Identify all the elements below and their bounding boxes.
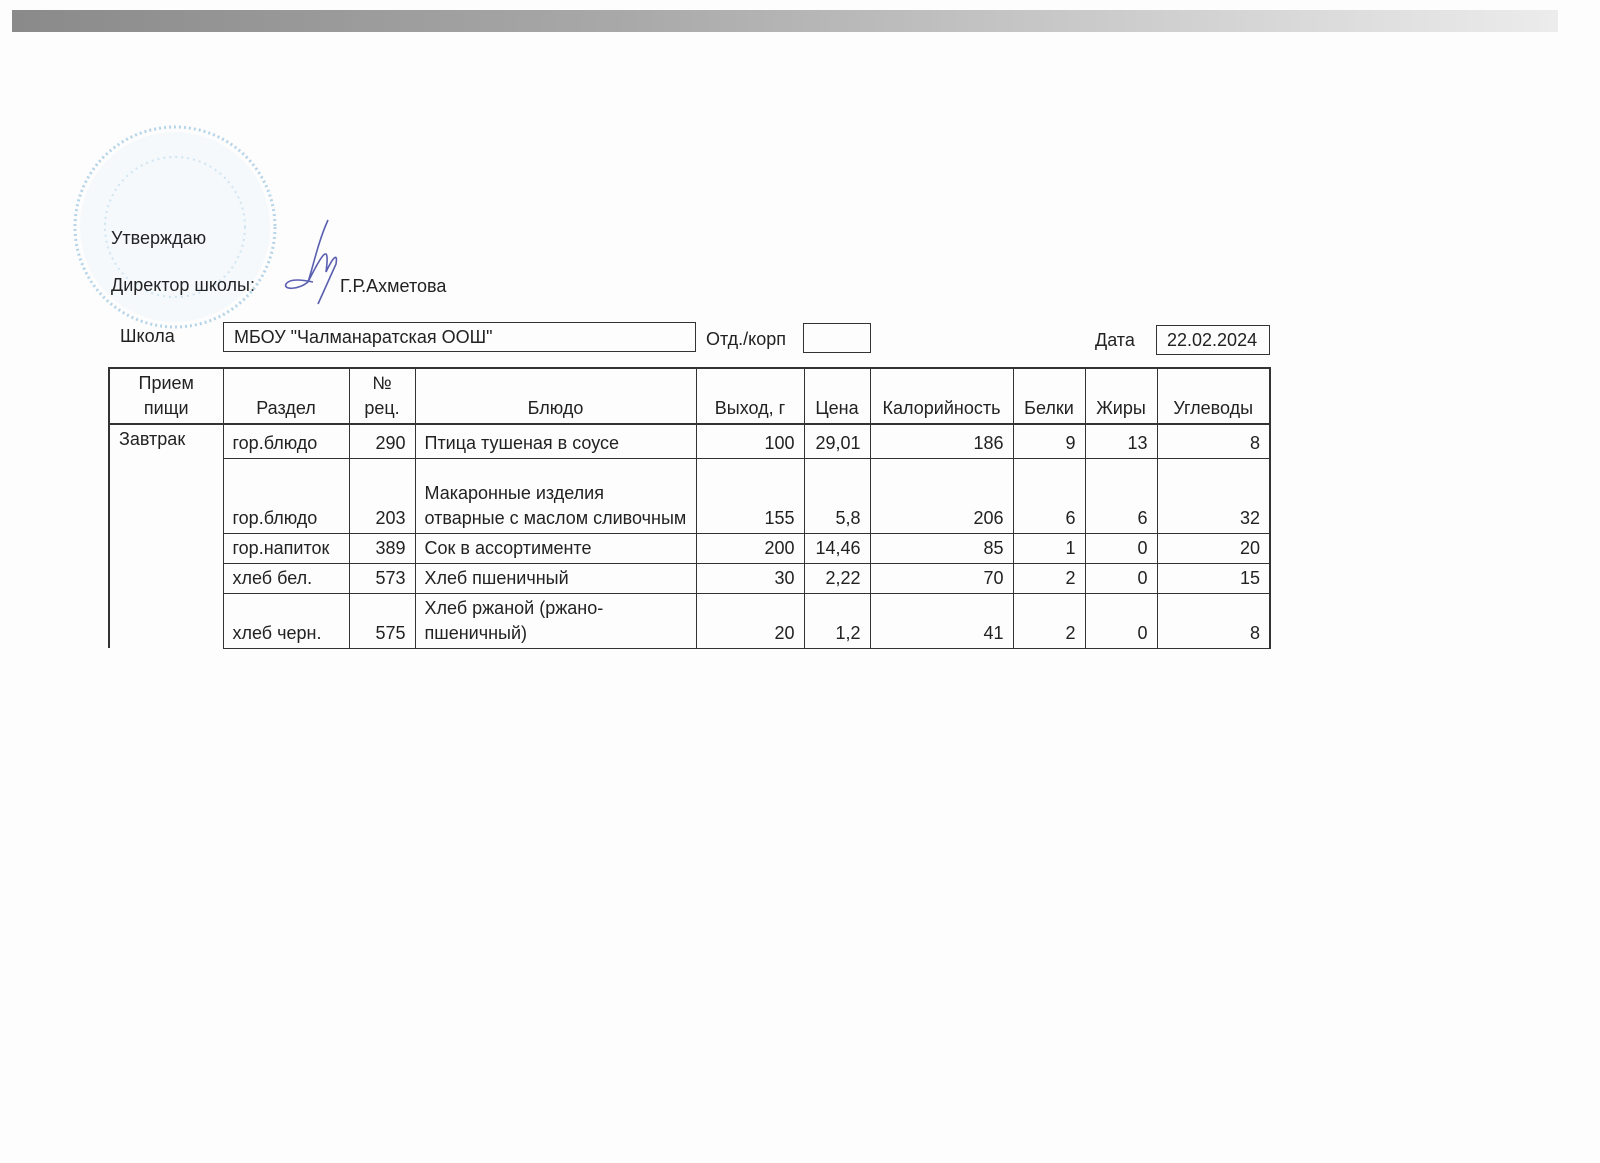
header-dish: Блюдо <box>414 367 697 425</box>
dish-cell: Хлеб ржаной (ржано-пшеничный) <box>414 592 697 649</box>
scan-edge-bar <box>12 10 1558 32</box>
section-cell: гор.напиток <box>222 532 350 564</box>
dept-field[interactable] <box>803 323 871 353</box>
header-carbs: Углеводы <box>1156 367 1271 425</box>
section-cell: хлеб черн. <box>222 592 350 649</box>
dish-cell: Птица тушеная в соусе <box>414 423 697 459</box>
school-field[interactable]: МБОУ "Чалманаратская ООШ" <box>223 322 696 352</box>
header-section: Раздел <box>222 367 350 425</box>
calories-cell: 85 <box>869 532 1014 564</box>
fat-cell: 13 <box>1084 423 1158 459</box>
yield-cell: 20 <box>695 592 805 649</box>
protein-cell: 6 <box>1012 457 1086 534</box>
carbs-cell: 8 <box>1156 592 1271 649</box>
fat-cell: 0 <box>1084 532 1158 564</box>
director-name: Г.Р.Ахметова <box>340 276 447 296</box>
header-price: Цена <box>803 367 871 425</box>
section-cell: гор.блюдо <box>222 423 350 459</box>
table-header-row: Прием пищи Раздел № рец. Блюдо Выход, г … <box>108 367 1271 425</box>
dish-cell: Сок в ассортименте <box>414 532 697 564</box>
dish-cell: Хлеб пшеничный <box>414 562 697 594</box>
protein-cell: 2 <box>1012 562 1086 594</box>
carbs-cell: 32 <box>1156 457 1271 534</box>
section-cell: хлеб бел. <box>222 562 350 594</box>
protein-cell: 9 <box>1012 423 1086 459</box>
director-label: Директор школы: <box>111 275 255 295</box>
table-row: Завтрак гор.блюдо 290 Птица тушеная в со… <box>108 423 1271 648</box>
table-row: гор.блюдо 203 Макаронные изделия отварны… <box>109 457 1271 534</box>
section-cell: гор.блюдо <box>222 457 350 534</box>
recipe-cell: 575 <box>348 592 416 649</box>
recipe-cell: 290 <box>348 423 416 459</box>
price-cell: 1,2 <box>803 592 871 649</box>
menu-table: Прием пищи Раздел № рец. Блюдо Выход, г … <box>108 367 1271 649</box>
yield-cell: 200 <box>695 532 805 564</box>
recipe-cell: 203 <box>348 457 416 534</box>
protein-cell: 1 <box>1012 532 1086 564</box>
carbs-cell: 15 <box>1156 562 1271 594</box>
protein-cell: 2 <box>1012 592 1086 649</box>
dish-cell: Макаронные изделия отварные с маслом сли… <box>414 457 697 534</box>
price-cell: 29,01 <box>803 423 871 459</box>
price-cell: 2,22 <box>803 562 871 594</box>
carbs-cell: 8 <box>1156 423 1271 459</box>
calories-cell: 70 <box>869 562 1014 594</box>
recipe-cell: 573 <box>348 562 416 594</box>
fat-cell: 0 <box>1084 592 1158 649</box>
fat-cell: 0 <box>1084 562 1158 594</box>
director-signature <box>284 219 338 305</box>
calories-cell: 206 <box>869 457 1014 534</box>
yield-cell: 155 <box>695 457 805 534</box>
calories-cell: 41 <box>869 592 1014 649</box>
carbs-cell: 20 <box>1156 532 1271 564</box>
date-label: Дата <box>1095 330 1135 350</box>
recipe-cell: 389 <box>348 532 416 564</box>
table-row: гор.напиток 389 Сок в ассортименте 200 1… <box>109 532 1271 564</box>
date-field[interactable]: 22.02.2024 <box>1156 325 1270 355</box>
header-meal: Прием пищи <box>108 367 224 425</box>
table-row: хлеб черн. 575 Хлеб ржаной (ржано-пшенич… <box>109 592 1271 649</box>
table-row: хлеб бел. 573 Хлеб пшеничный 30 2,22 70 … <box>109 562 1271 594</box>
header-yield: Выход, г <box>695 367 805 425</box>
fat-cell: 6 <box>1084 457 1158 534</box>
school-stamp <box>73 125 277 329</box>
calories-cell: 186 <box>869 423 1014 459</box>
header-calories: Калорийность <box>869 367 1014 425</box>
header-fat: Жиры <box>1084 367 1158 425</box>
school-label: Школа <box>120 326 175 346</box>
yield-cell: 30 <box>695 562 805 594</box>
meal-cell: Завтрак <box>108 423 224 648</box>
price-cell: 5,8 <box>803 457 871 534</box>
dept-label: Отд./корп <box>706 329 786 349</box>
yield-cell: 100 <box>695 423 805 459</box>
header-protein: Белки <box>1012 367 1086 425</box>
price-cell: 14,46 <box>803 532 871 564</box>
approve-label: Утверждаю <box>111 228 207 248</box>
header-recipe: № рец. <box>348 367 416 425</box>
